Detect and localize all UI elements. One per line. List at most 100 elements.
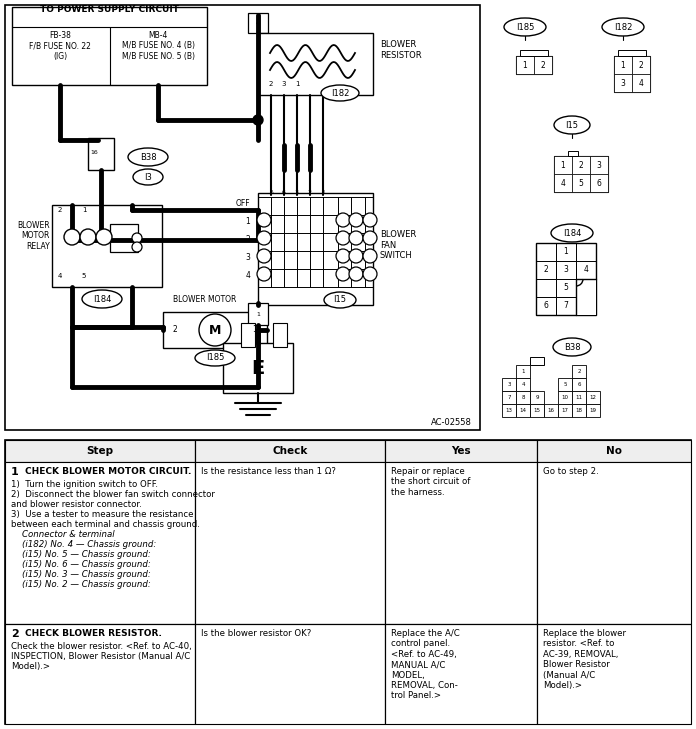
Text: 2: 2 [544, 265, 548, 275]
Text: (i182) No. 4 — Chassis ground:: (i182) No. 4 — Chassis ground: [11, 540, 156, 549]
Circle shape [96, 229, 112, 245]
Text: CHECK BLOWER RESISTOR.: CHECK BLOWER RESISTOR. [25, 629, 162, 638]
Text: 1: 1 [245, 217, 250, 227]
Bar [530, 357, 544, 365]
Bar [556, 243, 576, 261]
Bar [530, 391, 544, 404]
Text: 4: 4 [521, 382, 525, 387]
Text: Replace the blower
resistor. <Ref. to
AC-39, REMOVAL,
Blower Resistor
(Manual A/: Replace the blower resistor. <Ref. to AC… [543, 629, 626, 690]
Bar [554, 174, 572, 192]
Text: I184: I184 [563, 228, 581, 238]
Text: INSPECTION, Blower Resistor (Manual A/C: INSPECTION, Blower Resistor (Manual A/C [11, 652, 190, 661]
Ellipse shape [133, 169, 163, 185]
Bar [385, 624, 537, 724]
Bar [195, 462, 385, 624]
Text: I15: I15 [333, 295, 347, 305]
Bar [223, 343, 293, 393]
Text: 14: 14 [519, 408, 526, 413]
Text: 3: 3 [564, 265, 569, 275]
Text: I3: I3 [144, 173, 152, 182]
Text: FB-38
F/B FUSE NO. 22
(IG): FB-38 F/B FUSE NO. 22 (IG) [29, 31, 91, 61]
Bar [618, 50, 646, 56]
Text: B38: B38 [564, 343, 580, 351]
Bar [258, 33, 373, 95]
Text: B38: B38 [140, 152, 157, 162]
Bar [554, 156, 572, 174]
Text: 6: 6 [282, 190, 286, 195]
Text: 18: 18 [576, 408, 583, 413]
Text: (i15) No. 2 — Chassis ground:: (i15) No. 2 — Chassis ground: [11, 580, 151, 589]
Bar [5, 440, 195, 462]
Text: Step: Step [86, 446, 113, 456]
Text: 1: 1 [253, 326, 258, 335]
Circle shape [336, 267, 350, 281]
Ellipse shape [554, 116, 590, 134]
Circle shape [336, 213, 350, 227]
Bar [558, 378, 572, 391]
Circle shape [257, 249, 271, 263]
Text: 1: 1 [256, 311, 260, 316]
Text: Repair or replace
the short circuit of
the harness.: Repair or replace the short circuit of t… [391, 467, 470, 496]
Bar [110, 224, 138, 252]
Circle shape [349, 213, 363, 227]
Bar [502, 391, 516, 404]
Text: 2: 2 [11, 629, 19, 639]
Text: (i15) No. 5 — Chassis ground:: (i15) No. 5 — Chassis ground: [11, 550, 151, 559]
Text: Go to step 2.: Go to step 2. [543, 467, 599, 476]
Bar [241, 323, 255, 347]
Text: 4: 4 [245, 271, 250, 281]
Text: M: M [209, 324, 221, 337]
Text: 3: 3 [282, 81, 286, 87]
Text: 3: 3 [245, 254, 250, 262]
Bar [586, 404, 600, 417]
Text: TO POWER SUPPLY CIRCUIT: TO POWER SUPPLY CIRCUIT [40, 5, 178, 14]
Text: between each terminal and chassis ground.: between each terminal and chassis ground… [11, 520, 200, 529]
Text: I185: I185 [516, 23, 535, 31]
Text: 3: 3 [596, 160, 601, 170]
Bar [516, 56, 534, 74]
Text: 7: 7 [564, 302, 569, 311]
Text: (i15) No. 6 — Chassis ground:: (i15) No. 6 — Chassis ground: [11, 560, 151, 569]
Bar [572, 391, 586, 404]
Bar [248, 303, 268, 325]
Bar [534, 56, 552, 74]
Text: 2: 2 [541, 61, 546, 69]
Text: Connector & terminal: Connector & terminal [11, 530, 115, 539]
Circle shape [363, 249, 377, 263]
Bar [632, 56, 650, 74]
Text: BLOWER
MOTOR
RELAY: BLOWER MOTOR RELAY [17, 221, 50, 251]
Bar [556, 279, 576, 297]
Text: 1: 1 [564, 248, 569, 257]
Text: 9: 9 [535, 395, 539, 400]
Bar [537, 624, 691, 724]
Text: 5: 5 [578, 179, 583, 187]
Bar [590, 174, 608, 192]
Text: 6: 6 [577, 382, 580, 387]
Text: 3: 3 [621, 79, 626, 87]
Bar [195, 440, 385, 462]
Text: 3)  Use a tester to measure the resistance: 3) Use a tester to measure the resistanc… [11, 510, 193, 519]
Circle shape [257, 231, 271, 245]
Text: 2: 2 [577, 369, 580, 374]
Text: I15: I15 [565, 120, 578, 130]
Circle shape [257, 213, 271, 227]
Text: 1: 1 [560, 160, 565, 170]
Text: 5: 5 [563, 382, 567, 387]
Bar [590, 156, 608, 174]
Bar [385, 462, 537, 624]
Text: 5: 5 [564, 284, 569, 292]
Circle shape [349, 267, 363, 281]
Text: 7: 7 [507, 395, 511, 400]
Circle shape [363, 213, 377, 227]
Text: 3: 3 [295, 190, 299, 195]
Text: Is the resistance less than 1 Ω?: Is the resistance less than 1 Ω? [201, 467, 336, 476]
Ellipse shape [551, 224, 593, 242]
Text: 3: 3 [507, 382, 511, 387]
Text: 1: 1 [621, 61, 626, 69]
Bar [5, 5, 480, 430]
Text: BLOWER
RESISTOR: BLOWER RESISTOR [380, 40, 422, 60]
Text: 4: 4 [256, 20, 260, 26]
Ellipse shape [195, 350, 235, 366]
Text: I185: I185 [206, 354, 224, 362]
Bar [52, 205, 162, 287]
